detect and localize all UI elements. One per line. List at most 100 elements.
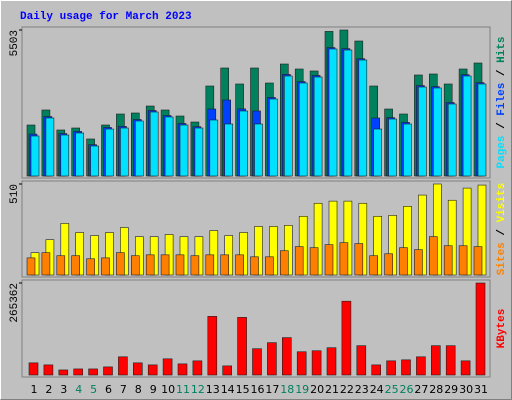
- x-tick-label: 2: [45, 383, 52, 396]
- bar: [371, 364, 382, 376]
- x-tick-label: 29: [444, 383, 458, 396]
- bar: [222, 365, 232, 376]
- legend: Pages / Files / Hits: [496, 36, 508, 168]
- bar: [298, 82, 308, 177]
- bar: [416, 356, 426, 376]
- bar: [309, 247, 319, 276]
- bar: [239, 110, 248, 177]
- legend: Sites / Visits: [496, 183, 508, 275]
- legend-entry: Files: [496, 83, 508, 116]
- x-tick-label: 1: [31, 383, 38, 396]
- x-tick-label: 21: [325, 383, 339, 396]
- bar: [41, 252, 51, 276]
- x-tick-label: 14: [221, 383, 235, 396]
- bar: [369, 255, 379, 276]
- x-tick-label: 23: [355, 383, 369, 396]
- bar: [473, 246, 483, 276]
- bar: [133, 362, 143, 376]
- bar: [162, 358, 173, 376]
- bar: [60, 134, 70, 177]
- bar: [477, 83, 487, 177]
- x-tick-label: 10: [161, 383, 175, 396]
- x-tick-label: 16: [251, 383, 265, 396]
- x-tick-label: 26: [400, 383, 414, 396]
- bar: [414, 249, 423, 276]
- bar: [235, 254, 244, 276]
- x-tick-label: 8: [135, 383, 142, 396]
- bar: [71, 255, 80, 276]
- bar: [328, 48, 338, 177]
- x-tick-label: 25: [385, 383, 399, 396]
- x-tick-label: 3: [60, 383, 67, 396]
- bar: [58, 369, 69, 376]
- bar: [447, 103, 457, 177]
- bar: [294, 246, 304, 276]
- bar: [192, 360, 203, 376]
- legend-entry: Pages: [496, 136, 508, 169]
- bar: [179, 124, 189, 177]
- bar: [220, 254, 229, 276]
- bar: [149, 111, 159, 177]
- x-tick-label: 27: [414, 383, 428, 396]
- bar: [384, 253, 393, 276]
- y-tick-label: 5503: [9, 30, 21, 56]
- bar: [343, 49, 353, 177]
- bar: [279, 250, 289, 276]
- legend-separator: /: [496, 116, 508, 136]
- bar: [56, 255, 66, 276]
- bar: [190, 255, 200, 276]
- x-tick-label: 31: [474, 383, 488, 396]
- legend-entry: Sites: [496, 242, 508, 275]
- y-tick-label: 265362: [9, 283, 21, 323]
- bar: [30, 135, 40, 177]
- bar: [283, 75, 293, 177]
- bar: [175, 254, 185, 276]
- bar: [224, 123, 233, 177]
- bar: [460, 360, 471, 376]
- bar: [443, 245, 453, 276]
- x-tick-label: 6: [105, 383, 112, 396]
- bar: [164, 116, 174, 177]
- bar: [432, 87, 442, 177]
- bar: [75, 132, 84, 177]
- x-tick-label: 12: [191, 383, 205, 396]
- bar: [88, 368, 98, 376]
- bar: [105, 128, 114, 177]
- bar: [399, 247, 408, 276]
- bar: [265, 256, 274, 276]
- bar: [28, 362, 39, 376]
- bar: [252, 348, 262, 376]
- bar: [205, 254, 215, 276]
- bar: [43, 364, 54, 376]
- legend: KBytes: [496, 309, 508, 349]
- bar: [101, 257, 110, 276]
- bar: [250, 256, 259, 276]
- bar: [358, 59, 368, 177]
- x-tick-label: 20: [310, 383, 324, 396]
- bar: [445, 345, 456, 376]
- x-tick-label: 18: [280, 383, 294, 396]
- bar: [428, 236, 438, 276]
- bar: [90, 145, 99, 177]
- legend-entry: Hits: [496, 36, 508, 62]
- bar: [326, 347, 337, 376]
- bar: [324, 244, 334, 276]
- bar: [341, 300, 352, 376]
- bar: [194, 127, 204, 177]
- x-tick-label: 17: [265, 383, 279, 396]
- bar: [296, 351, 307, 376]
- bar: [26, 257, 36, 276]
- bar: [373, 128, 383, 177]
- legend-entry: Visits: [496, 183, 508, 223]
- x-tick-label: 9: [150, 383, 157, 396]
- bar: [418, 86, 427, 177]
- x-tick-label: 11: [176, 383, 190, 396]
- x-tick-label: 13: [206, 383, 220, 396]
- bar: [339, 242, 349, 276]
- bar: [103, 366, 113, 376]
- bar: [386, 360, 396, 376]
- bar: [430, 345, 441, 376]
- bar: [401, 359, 411, 376]
- bar: [73, 368, 83, 376]
